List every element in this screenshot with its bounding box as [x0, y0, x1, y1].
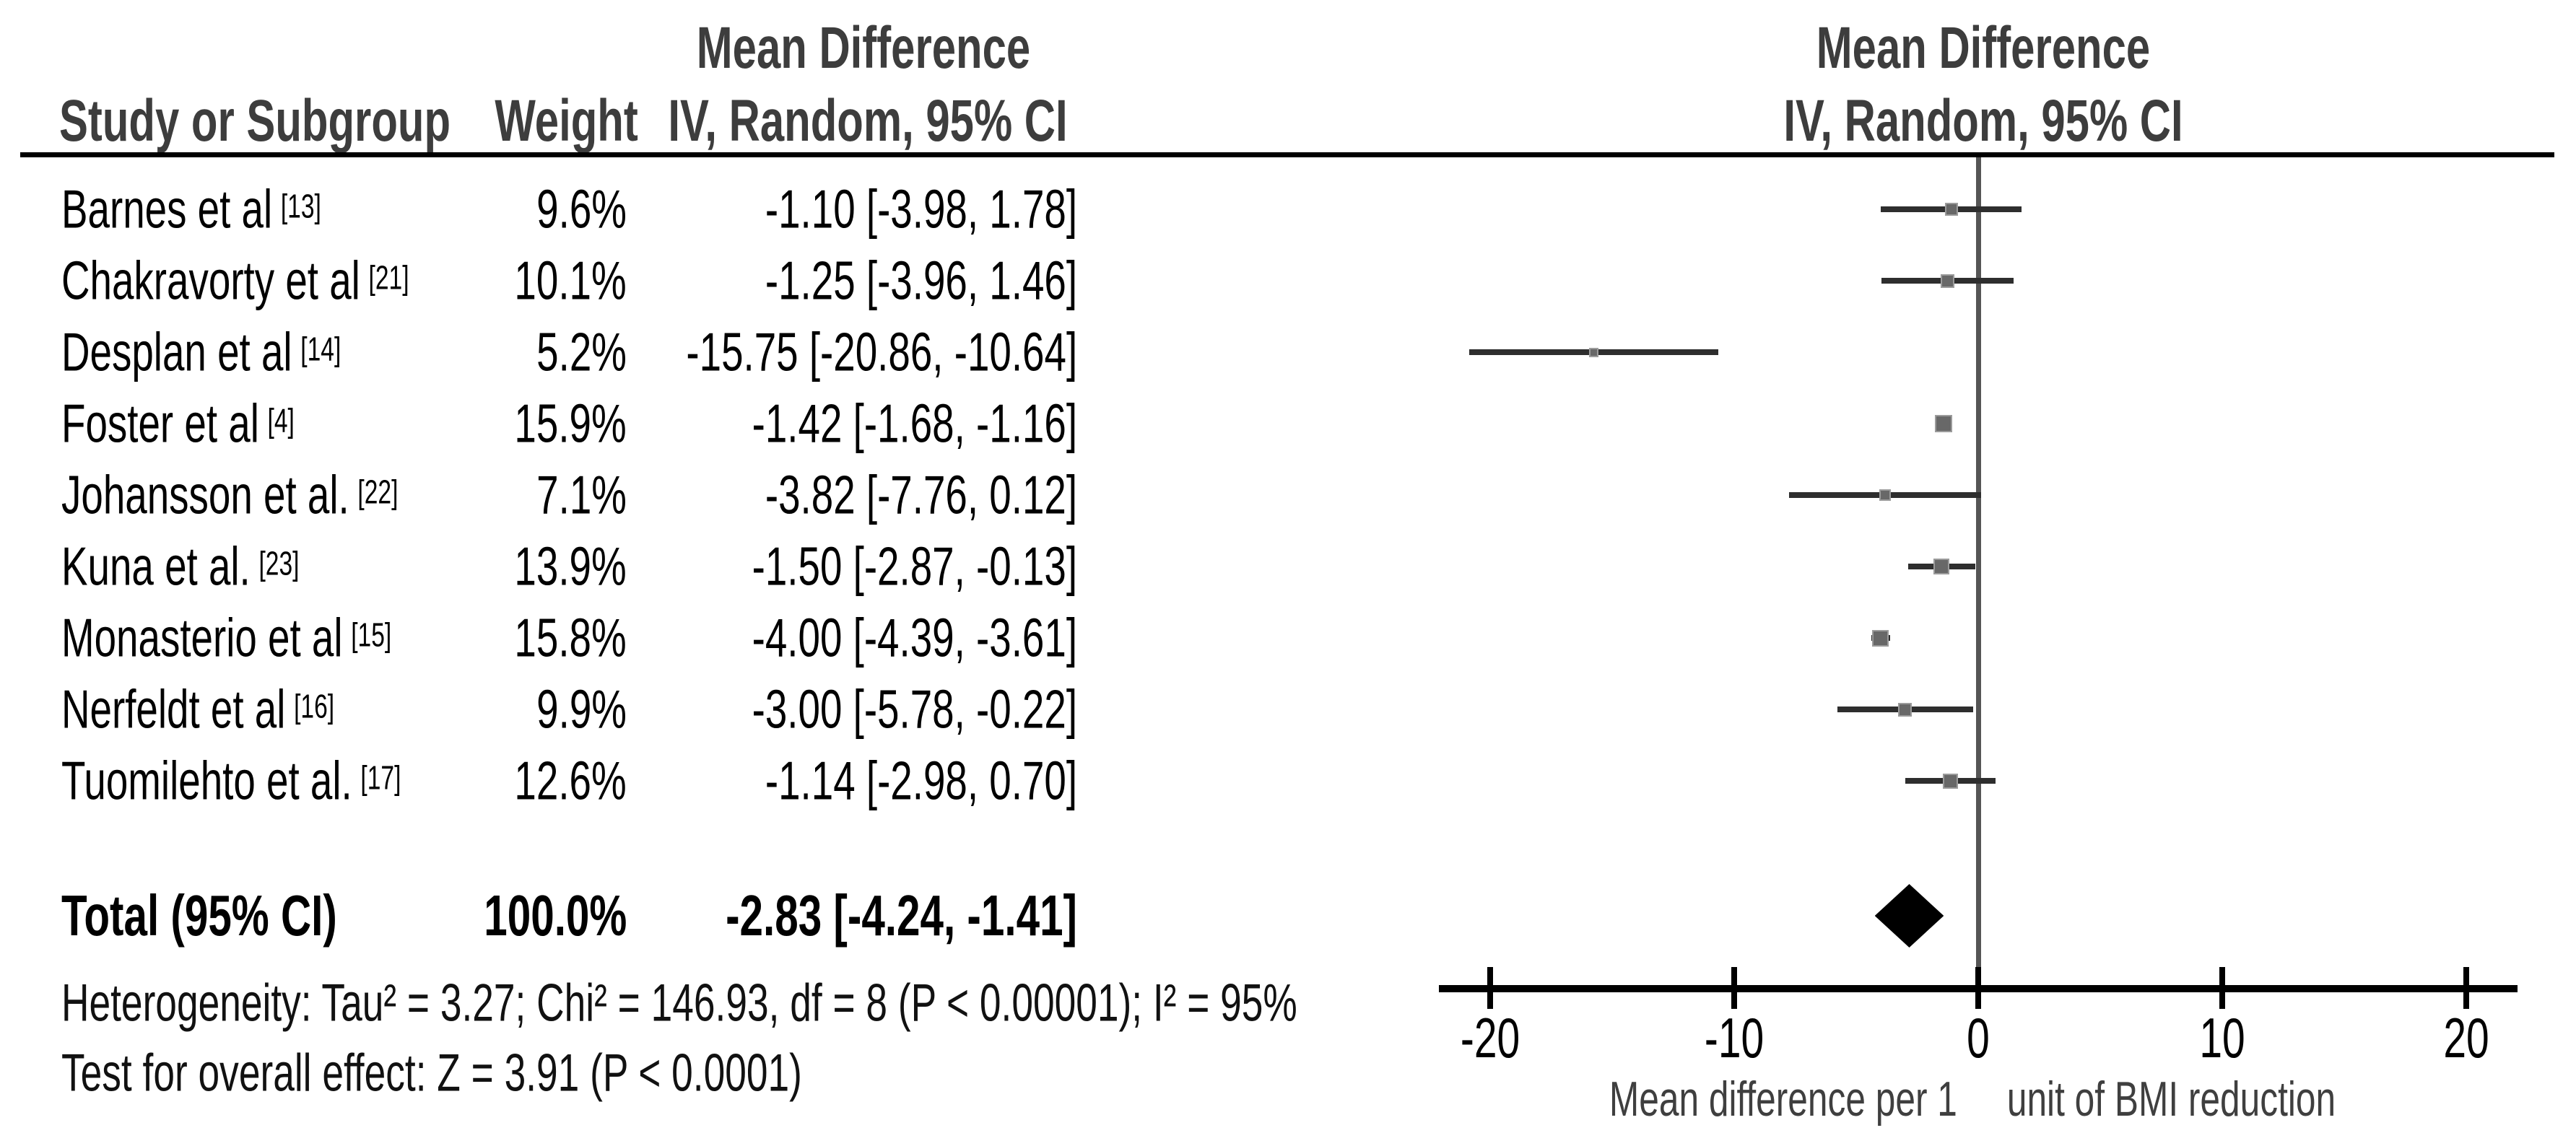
axis-tick [1731, 967, 1737, 1009]
study-name: Desplan et al [61, 321, 292, 382]
study-md-ci: -1.42 [-1.68, -1.16] [752, 393, 1077, 454]
study-row-label: Barnes et al [13] [61, 182, 321, 237]
study-md-ci: -1.25 [-3.96, 1.46] [765, 250, 1077, 311]
study-row-label: Kuna et al. [23] [61, 539, 300, 594]
study-ref: [14] [300, 330, 341, 368]
study-row-label: Nerfeldt et al [16] [61, 682, 335, 737]
study-md-ci: -3.00 [-5.78, -0.22] [752, 678, 1077, 740]
study-weight: 15.9% [514, 393, 627, 454]
left-effect-header: Mean Difference [696, 15, 1031, 81]
effect-square [1589, 347, 1599, 357]
effect-square [1898, 702, 1913, 717]
study-row-label: Foster et al [4] [61, 396, 295, 451]
effect-square [1944, 203, 1958, 216]
study-weight: 7.1% [536, 464, 627, 525]
study-column-header: Study or Subgroup [59, 88, 451, 154]
study-row-label: Monasterio et al [15] [61, 611, 391, 665]
total-weight-value: 100.0% [483, 883, 627, 948]
axis-tick-label: 0 [1967, 1006, 1990, 1070]
total-effect-diamond [1874, 884, 1944, 948]
right-method-header: IV, Random, 95% CI [1783, 88, 2183, 154]
axis-tick [1487, 967, 1493, 1009]
study-ref: [23] [258, 544, 300, 582]
study-weight: 15.8% [514, 607, 627, 668]
study-name: Chakravorty et al [61, 250, 360, 311]
study-weight: 5.2% [536, 321, 627, 382]
study-md-ci: -1.10 [-3.98, 1.78] [765, 178, 1077, 240]
study-name: Kuna et al. [61, 535, 251, 597]
left-method-header: IV, Random, 95% CI [668, 88, 1068, 154]
axis-tick-label: -10 [1704, 1006, 1765, 1070]
study-md-ci: -1.50 [-2.87, -0.13] [752, 535, 1077, 597]
right-effect-header: Mean Difference [1816, 15, 2151, 81]
effect-square [1879, 489, 1891, 501]
study-row-label: Tuomilehto et al. [17] [61, 750, 401, 811]
axis-tick [1975, 967, 1981, 1009]
axis-tick-label: -20 [1460, 1006, 1520, 1070]
x-axis-label: Mean difference per 1 unit of BMI reduct… [1609, 1072, 2336, 1127]
study-row-label: Desplan et al [14] [61, 325, 341, 380]
heterogeneity-stats: Heterogeneity: Tau² = 3.27; Chi² = 146.9… [61, 974, 1297, 1033]
study-weight: 12.6% [514, 750, 627, 811]
weight-column-header: Weight [495, 88, 638, 154]
axis-tick-label: 20 [2443, 1006, 2489, 1070]
study-md-ci: -4.00 [-4.39, -3.61] [752, 607, 1077, 668]
axis-tick [2219, 967, 2225, 1009]
study-md-ci: -3.82 [-7.76, 0.12] [765, 464, 1077, 525]
study-ref: [13] [280, 187, 321, 225]
study-name: Barnes et al [61, 178, 273, 240]
study-md-ci: -1.14 [-2.98, 0.70] [765, 750, 1077, 811]
study-weight: 9.9% [536, 678, 627, 740]
zero-reference-line [1976, 157, 1981, 985]
study-ref: [15] [351, 616, 392, 654]
study-name: Nerfeldt et al [61, 678, 286, 740]
study-md-ci: -15.75 [-20.86, -10.64] [686, 321, 1077, 382]
overall-effect-stats: Test for overall effect: Z = 3.91 (P < 0… [61, 1044, 802, 1103]
study-weight: 9.6% [536, 178, 627, 240]
study-name: Johansson et al. [61, 464, 349, 525]
study-name: Foster et al [61, 393, 259, 454]
effect-square [1941, 274, 1955, 288]
effect-square [1942, 773, 1958, 789]
axis-tick [2463, 967, 2469, 1009]
study-weight: 13.9% [514, 535, 627, 597]
study-name: Tuomilehto et al. [61, 750, 352, 811]
study-ref: [17] [360, 758, 401, 797]
study-ref: [21] [368, 258, 409, 297]
study-ref: [4] [267, 401, 295, 439]
total-row-label: Total (95% CI) [61, 883, 337, 948]
study-weight: 10.1% [514, 250, 627, 311]
effect-square [1872, 629, 1889, 647]
header-separator-rule [20, 152, 2554, 157]
study-row-label: Chakravorty et al [21] [61, 253, 409, 308]
study-ref: [22] [357, 473, 399, 511]
study-ref: [16] [294, 687, 335, 725]
effect-square [1933, 559, 1950, 574]
study-row-label: Johansson et al. [22] [61, 468, 398, 522]
effect-square [1935, 415, 1952, 432]
axis-tick-label: 10 [2199, 1006, 2245, 1070]
total-md-ci-value: -2.83 [-4.24, -1.41] [726, 883, 1077, 948]
study-name: Monasterio et al [61, 607, 343, 668]
